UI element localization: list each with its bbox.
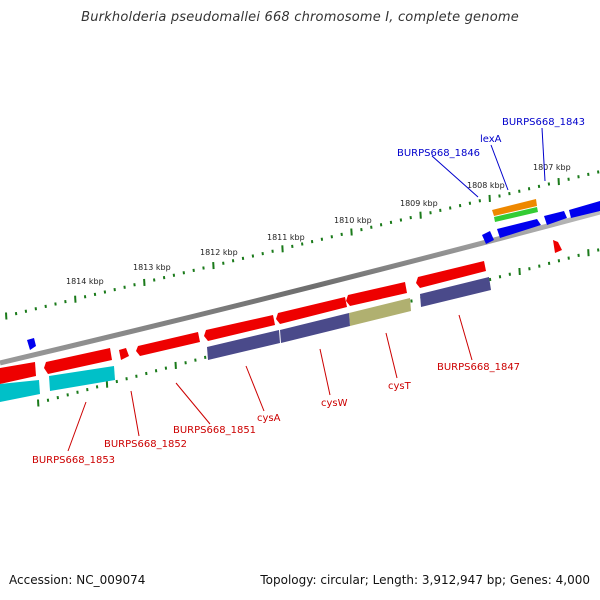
callout-1852 (130, 390, 140, 437)
gene-red-cyst[interactable] (346, 282, 407, 306)
map-title: Burkholderia pseudomallei 668 chromosome… (81, 10, 519, 25)
gene-label-burps668-1853: BURPS668_1853 (32, 455, 115, 466)
gene-cyan-1853[interactable] (49, 366, 115, 391)
accession-text: Accession: NC_009074 (9, 573, 146, 587)
gene-red-small-right[interactable] (553, 240, 562, 253)
gene-red-1847[interactable] (416, 261, 486, 288)
gene-red-1851[interactable] (136, 332, 200, 356)
gene-label-burps668-1847: BURPS668_1847 (437, 362, 520, 373)
forward-tick-row (5, 170, 600, 320)
gene-red-1853[interactable] (44, 348, 112, 374)
gene-label-burps668-1852: BURPS668_1852 (104, 439, 187, 450)
callout-cyst (385, 332, 398, 379)
callouts (67, 127, 546, 452)
gene-orange-lexa[interactable] (492, 199, 537, 216)
callout-cysw (319, 348, 331, 396)
gene-blue-small-left[interactable] (27, 338, 36, 350)
gene-blue-1[interactable] (482, 231, 494, 244)
callout-1853 (67, 401, 87, 452)
reverse-strand-genes (0, 240, 562, 402)
kbp-label-1814: 1814 kbp (66, 277, 104, 286)
callout-1847 (458, 314, 473, 361)
gene-cyan-left-edge[interactable] (0, 380, 40, 402)
callout-cysa (245, 365, 265, 412)
chromosome-backbone (0, 209, 600, 366)
kbp-label-1811: 1811 kbp (267, 233, 305, 242)
kbp-label-1812: 1812 kbp (200, 248, 238, 257)
gene-green-lexa[interactable] (494, 207, 538, 222)
kbp-label-1813: 1813 kbp (133, 263, 171, 272)
gene-label-cysw: cysW (321, 398, 348, 409)
kbp-label-1809: 1809 kbp (400, 199, 438, 208)
kbp-label-1807: 1807 kbp (533, 163, 571, 172)
gene-label-lexa: lexA (480, 134, 502, 145)
gene-olive-cyst[interactable] (349, 298, 411, 326)
callout-1851 (175, 382, 211, 425)
gene-label-cyst: cysT (388, 381, 412, 392)
gene-red-cysa[interactable] (204, 315, 275, 341)
gene-blue-2[interactable] (497, 219, 541, 238)
callout-lexa (490, 144, 509, 191)
gene-slate-1847[interactable] (420, 277, 491, 307)
gene-red-cysw[interactable] (276, 297, 347, 324)
gene-slate-cysa[interactable] (207, 330, 280, 360)
gene-red-left-edge[interactable] (0, 362, 36, 384)
callout-1843 (541, 127, 546, 182)
gene-label-burps668-1846: BURPS668_1846 (397, 148, 480, 159)
topology-summary: Topology: circular; Length: 3,912,947 bp… (260, 573, 590, 587)
kbp-label-1808: 1808 kbp (467, 181, 505, 190)
gene-label-cysa: cysA (257, 413, 281, 424)
kbp-label-1810: 1810 kbp (334, 216, 372, 225)
gene-blue-3[interactable] (544, 211, 567, 225)
gene-slate-cysw[interactable] (280, 313, 350, 343)
callout-1846 (431, 155, 479, 198)
gene-red-1852[interactable] (119, 348, 129, 360)
gene-label-burps668-1843: BURPS668_1843 (502, 117, 585, 128)
forward-strand-genes (27, 199, 600, 350)
gene-blue-4[interactable] (569, 201, 600, 218)
gene-label-burps668-1851: BURPS668_1851 (173, 425, 256, 436)
